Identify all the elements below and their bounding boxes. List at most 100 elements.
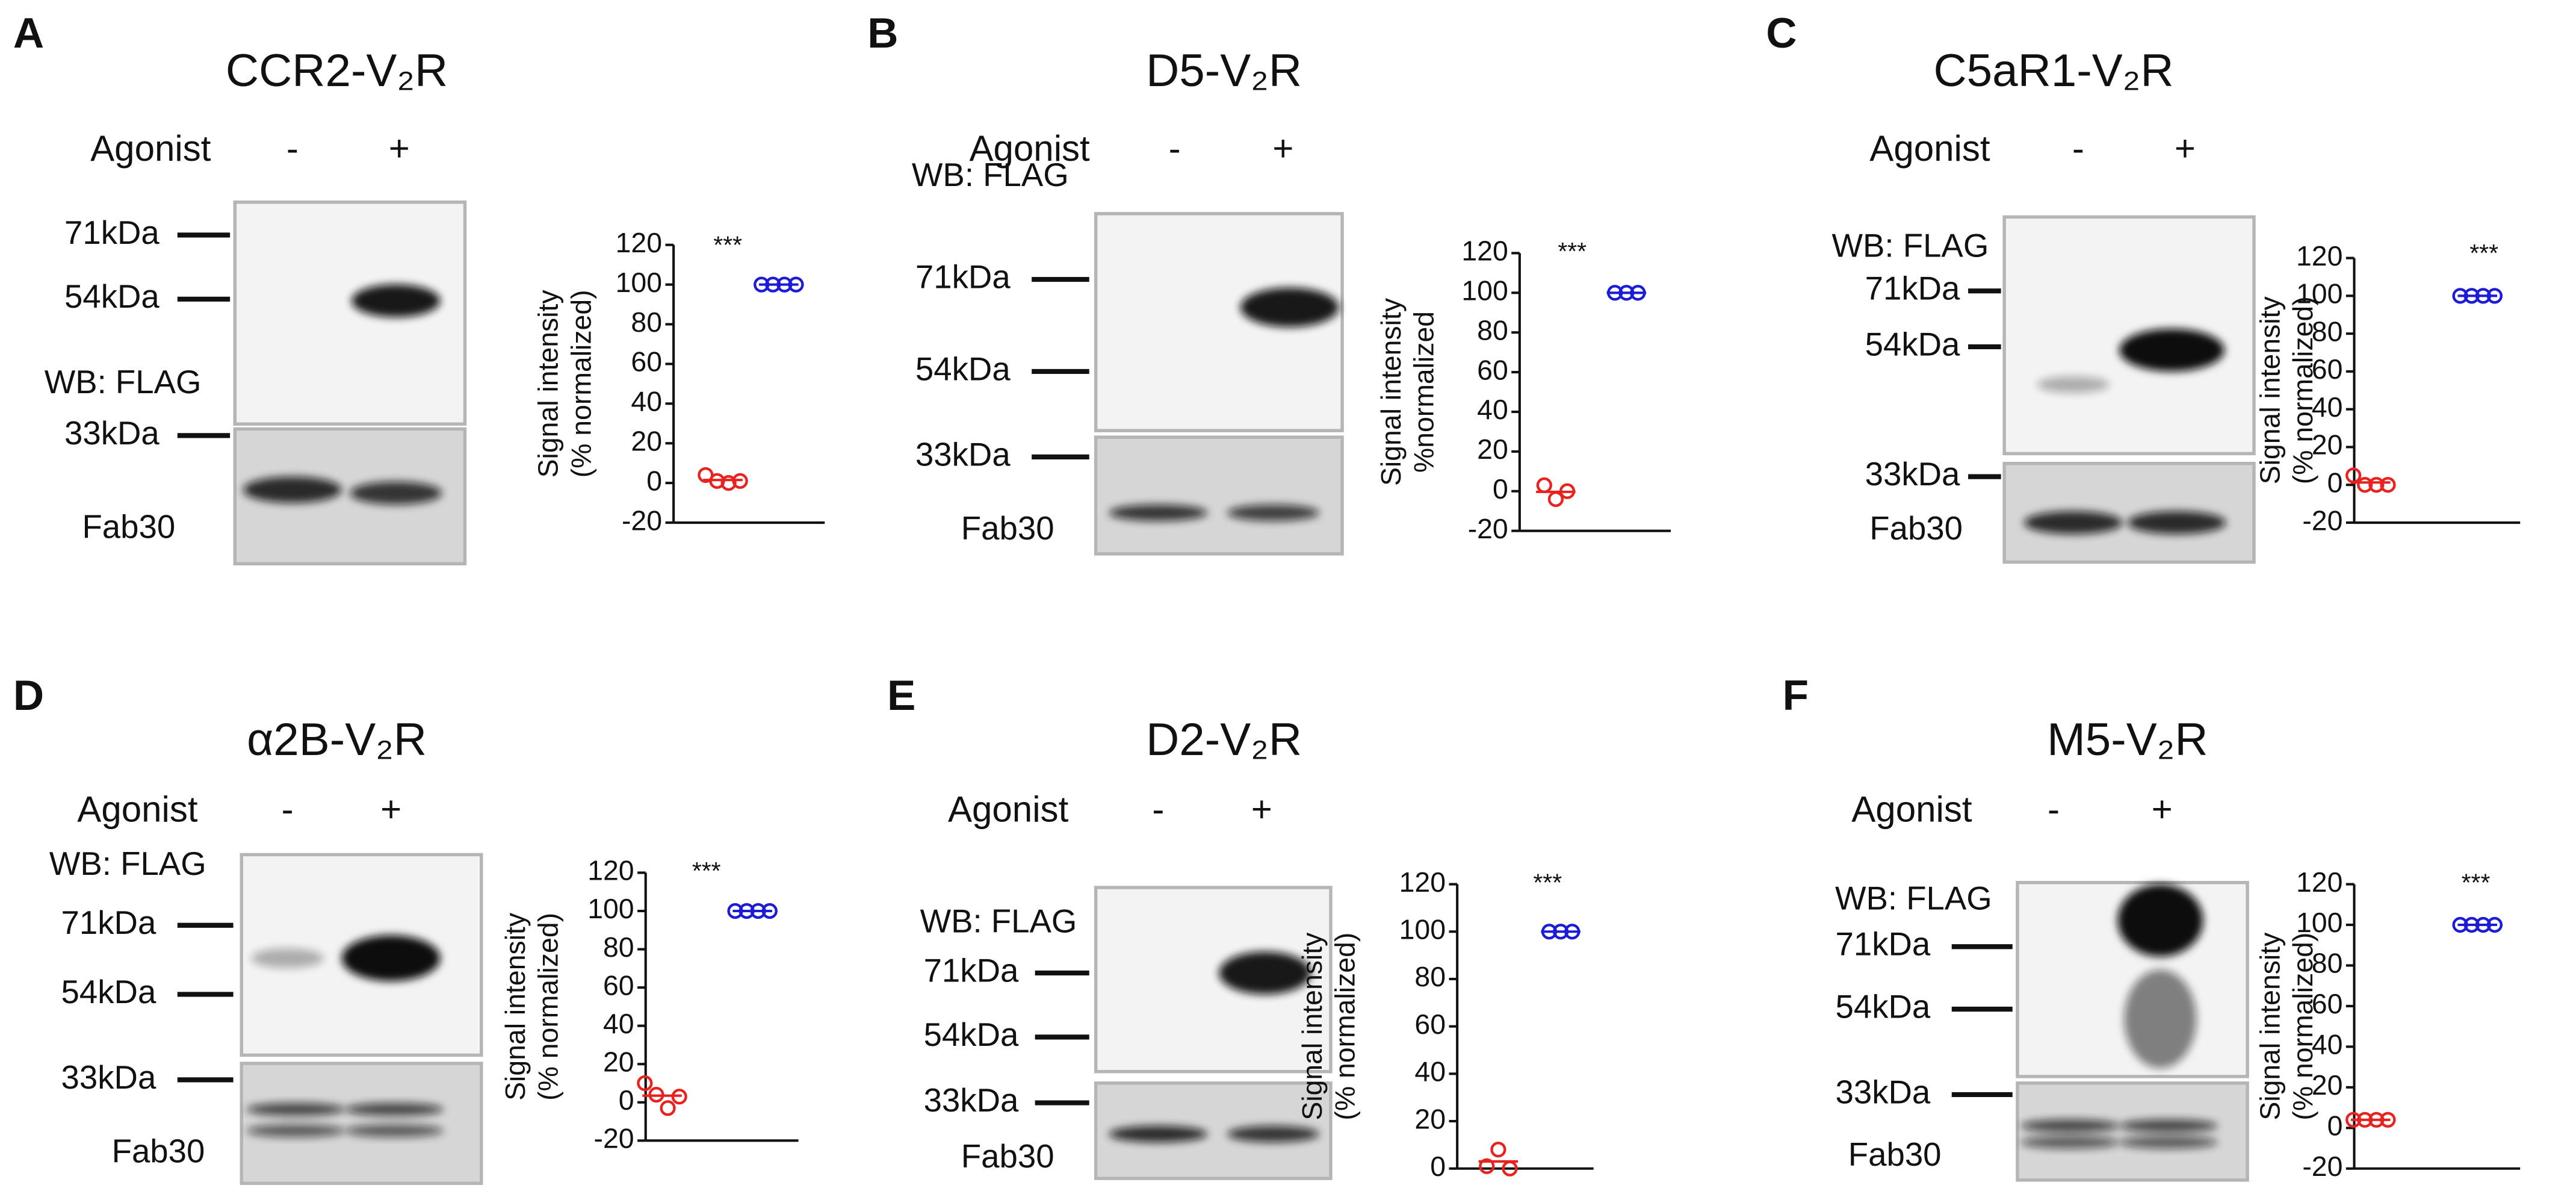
agonist-label: Agonist (948, 789, 1069, 829)
wb-label: WB: FLAG (920, 903, 1077, 939)
marker-label: 54kDa (61, 974, 156, 1010)
agonist-label: Agonist (969, 128, 1090, 169)
marker-label: 33kDa (1836, 1074, 1931, 1110)
y-tick-label: 20 (631, 425, 662, 456)
data-point (776, 276, 793, 293)
loading-label: Fab30 (961, 1138, 1054, 1175)
y-tick-label: 40 (2312, 391, 2343, 423)
panel-title: D2-V₂R (1146, 714, 1302, 765)
y-axis-label-line: Signal intensity (533, 290, 564, 478)
lane-minus: - (282, 789, 294, 829)
y-tick-label: 120 (2296, 240, 2342, 272)
blot-band (1227, 1125, 1319, 1143)
loading-label: Fab30 (1869, 510, 1963, 547)
y-tick-label: -20 (2302, 505, 2342, 536)
data-point (1502, 1160, 1518, 1177)
marker-label: 71kDa (61, 904, 156, 941)
y-tick-label: 80 (1477, 314, 1508, 346)
y-tick-label: -20 (594, 1123, 634, 1154)
y-axis-label-line: %normalized (1408, 311, 1440, 473)
y-tick-label: 60 (1414, 1009, 1446, 1040)
loading-label: Fab30 (961, 510, 1054, 547)
data-point (1607, 285, 1623, 301)
y-tick-label: 100 (2296, 907, 2342, 938)
y-axis-label-line: Signal intensity (500, 912, 531, 1101)
lane-plus: + (1251, 789, 1272, 829)
marker-label: 33kDa (915, 436, 1011, 473)
lane-minus: - (2048, 789, 2060, 829)
marker-label: 54kDa (64, 278, 159, 315)
data-point (2380, 1112, 2396, 1128)
loading-label: Fab30 (112, 1133, 205, 1170)
lane-plus: + (2175, 128, 2196, 169)
y-tick-label: 120 (1461, 235, 1508, 267)
y-axis-label: Signal intensity %normalized (1375, 297, 1440, 486)
blot-band (341, 935, 441, 981)
blot-band (1109, 505, 1208, 521)
annotation: *** (1558, 237, 1587, 265)
y-tick-label: 80 (631, 306, 662, 338)
panel-letter: F (1783, 672, 1809, 720)
y-axis-label: Signal intensity (% normalized) (1296, 932, 1361, 1121)
data-point (761, 903, 778, 919)
panel-letter: D (13, 672, 44, 720)
lane-minus: - (2072, 128, 2084, 169)
data-point (1541, 924, 1558, 940)
y-tick-label: 100 (1461, 275, 1508, 306)
blot-band (2117, 884, 2203, 957)
y-tick-label: 80 (2312, 948, 2343, 979)
data-point (1547, 491, 1564, 508)
data-point (2345, 467, 2362, 483)
loading-label: Fab30 (1848, 1136, 1942, 1173)
annotation: *** (1533, 868, 1562, 896)
annotation: *** (713, 231, 742, 258)
blot-upper (2002, 215, 2256, 456)
y-tick-label: 100 (1399, 913, 1446, 945)
blot-band (1219, 951, 1311, 995)
wb-label: WB: FLAG (45, 364, 202, 400)
y-tick-label: 120 (2296, 866, 2342, 898)
data-point (732, 473, 748, 489)
data-point (2463, 288, 2480, 304)
blot-band (2119, 328, 2225, 372)
panel-title: α2B-V₂R (247, 714, 427, 765)
y-tick-label: 40 (631, 386, 662, 417)
marker-label: 33kDa (64, 415, 159, 452)
y-tick-label: 40 (1414, 1056, 1446, 1087)
blot-band (345, 1102, 444, 1116)
wb-label: WB: FLAG (912, 157, 1069, 193)
blot-band (2119, 1119, 2218, 1133)
blot-band (1109, 1125, 1208, 1143)
y-tick-label: 20 (603, 1046, 634, 1077)
blot-band (2020, 1136, 2120, 1149)
y-tick-label: 120 (587, 855, 634, 886)
y-tick-label: -20 (2302, 1151, 2342, 1182)
data-point (2486, 916, 2503, 933)
agonist-label: Agonist (90, 128, 211, 169)
y-axis-label-line: Signal intensity (2254, 296, 2285, 484)
marker-label: 71kDa (924, 952, 1019, 989)
panel-letter: A (13, 10, 44, 57)
data-point (1564, 924, 1581, 940)
data-point (2368, 1112, 2385, 1128)
y-tick-label: 60 (2312, 988, 2343, 1019)
marker-label: 71kDa (1865, 270, 1960, 307)
data-point (2463, 916, 2480, 933)
marker-label: 33kDa (61, 1059, 156, 1096)
data-point (2486, 288, 2503, 304)
y-axis-label-line: Signal intensity (1375, 297, 1407, 486)
y-tick-label: 20 (2312, 1069, 2343, 1101)
agonist-label: Agonist (1851, 789, 1972, 829)
lane-minus: - (1152, 789, 1164, 829)
data-point (2357, 477, 2373, 493)
y-tick-label: 100 (587, 893, 634, 924)
y-tick-label: -20 (1468, 513, 1508, 544)
panel-title: D5-V₂R (1146, 45, 1302, 96)
lane-minus: - (286, 128, 299, 169)
blot-band (351, 284, 441, 317)
marker-label: 71kDa (1836, 926, 1931, 963)
y-tick-label: 0 (2327, 1110, 2343, 1142)
y-tick-label: 0 (646, 465, 662, 496)
y-tick-label: 100 (2296, 278, 2342, 309)
